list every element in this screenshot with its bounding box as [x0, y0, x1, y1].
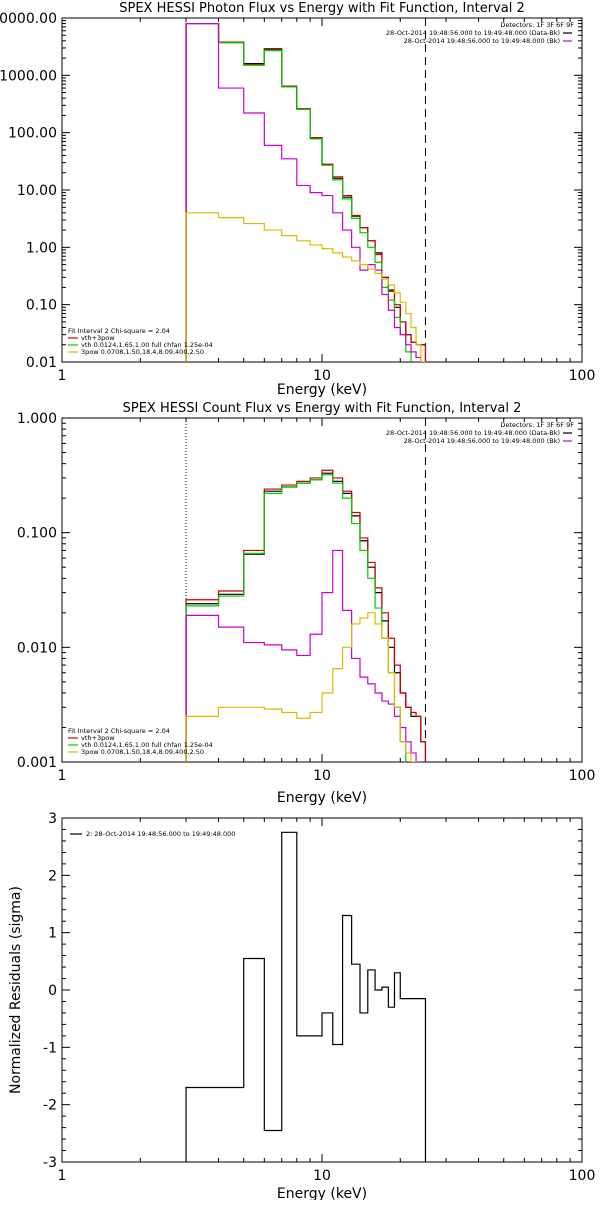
plot-frame — [61, 17, 583, 363]
legend-entry: vth 0.0124,1.65,1.00 full chfan 1.25e-04 — [81, 741, 213, 749]
series-vth — [185, 22, 412, 362]
series-data-bk — [185, 22, 427, 362]
legend-entry: 2: 28-Oct-2014 19:48:56.000 to 19:49:48.… — [86, 830, 235, 838]
series-group — [185, 22, 427, 362]
series-group — [185, 469, 427, 762]
x-tick-label: 10 — [313, 368, 331, 384]
y-tick-label: -2 — [43, 1098, 57, 1114]
x-axis-label: Energy (keV) — [277, 1186, 367, 1200]
y-tick-label: 1.00 — [26, 240, 57, 256]
legend-entry: vth+3pow — [81, 734, 115, 742]
x-tick-label: 1 — [58, 768, 67, 784]
x-tick-label: 100 — [569, 368, 596, 384]
chart-panel-3: 1 10 100 -3 -2 -1 0 1 2 3 Energy (keV) Normalized R… — [8, 811, 596, 1202]
legend-entry: vth 0.0124,1.65,1.00 full chfan 1.25e-04 — [81, 341, 213, 349]
series-3pow — [185, 212, 427, 362]
y-tick-label: 0.001 — [17, 755, 57, 771]
y-tick-label: 0.10 — [26, 298, 57, 314]
series-data-bk — [185, 472, 427, 762]
y-tick-label: 0 — [48, 983, 57, 999]
y-tick-label: -3 — [43, 1155, 57, 1171]
y-tick-label: 3 — [48, 811, 57, 827]
chart-panel-1: SPEX HESSI Photon Flux vs Energy with Fi… — [0, 1, 595, 398]
x-tick-label: 100 — [569, 768, 596, 784]
legend-entry: 3pow 0.0708,1.50,18.4,8.09,400,2.50 — [81, 348, 204, 356]
y-tick-label: 0.100 — [17, 526, 57, 542]
series-residuals — [185, 831, 427, 1162]
series-vth-3pow — [185, 22, 427, 362]
y-axis-label: Normalized Residuals (sigma) — [8, 886, 24, 1094]
interval-label: 28-Oct-2014 19:48:56.000 to 19:49:48.000… — [386, 29, 560, 37]
series-group — [185, 831, 427, 1162]
y-tick-label: 1000.00 — [0, 68, 57, 84]
legend-header: Fit Interval 2 Chi-square = 2.04 — [68, 727, 170, 735]
y-tick-label: 10.00 — [17, 183, 57, 199]
series-vth-3pow — [185, 469, 427, 762]
x-axis-label: Energy (keV) — [277, 790, 367, 806]
x-tick-label: 10 — [313, 1168, 331, 1184]
series-vth — [185, 474, 407, 762]
y-tick-label: -1 — [43, 1040, 57, 1056]
legend-header: Fit Interval 2 Chi-square = 2.04 — [68, 327, 170, 335]
detectors-label: Detectors: 1F 3F 6F 9F — [500, 421, 574, 429]
y-tick-label: 0.01 — [26, 355, 57, 371]
chart-title: SPEX HESSI Photon Flux vs Energy with Fi… — [119, 1, 525, 16]
chart-title: SPEX HESSI Count Flux vs Energy with Fit… — [123, 401, 522, 416]
interval-label: 28-Oct-2014 19:48:56.000 to 19:49:48.000… — [404, 37, 560, 45]
x-axis-label: Energy (keV) — [277, 382, 367, 398]
plot-frame — [61, 817, 583, 1163]
x-tick-label: 100 — [569, 1168, 596, 1184]
interval-label: 28-Oct-2014 19:48:56.000 to 19:49:48.000… — [386, 429, 560, 437]
legend-entry: vth+3pow — [81, 334, 115, 342]
legend-entry: 3pow 0.0708,1.50,18.4,8.09,400,2.50 — [81, 748, 204, 756]
y-tick-label: 1 — [48, 926, 57, 942]
chart-panel-2: SPEX HESSI Count Flux vs Energy with Fit… — [17, 401, 595, 806]
y-tick-label: 1.000 — [17, 411, 57, 427]
detectors-label: Detectors: 1F 3F 6F 9F — [500, 21, 574, 29]
y-tick-label: 0.010 — [17, 640, 57, 656]
y-tick-label: 10000.00 — [0, 11, 57, 27]
series-bk — [185, 549, 422, 762]
series-bk — [185, 22, 427, 362]
x-tick-label: 1 — [58, 368, 67, 384]
y-tick-label: 2 — [48, 868, 57, 884]
series-3pow — [185, 612, 417, 762]
y-tick-label: 100.00 — [8, 126, 57, 142]
x-tick-label: 1 — [58, 1168, 67, 1184]
interval-label: 28-Oct-2014 19:48:56.000 to 19:49:48.000… — [404, 437, 560, 445]
x-tick-label: 10 — [313, 768, 331, 784]
